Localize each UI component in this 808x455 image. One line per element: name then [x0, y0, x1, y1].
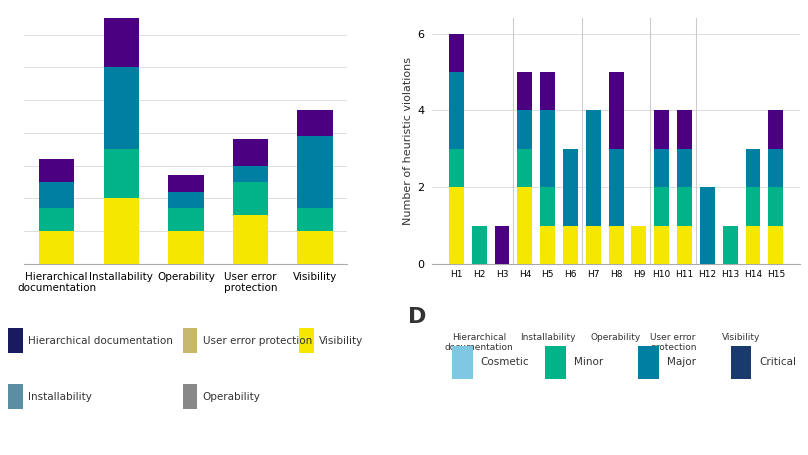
Bar	[168, 176, 204, 192]
Bar	[746, 226, 760, 264]
Bar	[746, 149, 760, 187]
Bar	[517, 110, 532, 149]
Bar	[746, 187, 760, 226]
Bar	[545, 346, 566, 379]
Bar	[632, 226, 646, 264]
Bar	[39, 208, 74, 231]
Bar	[768, 226, 783, 264]
Bar	[586, 110, 600, 226]
Bar	[183, 328, 197, 353]
Bar	[677, 226, 692, 264]
Bar	[103, 198, 139, 264]
Bar	[168, 208, 204, 231]
Bar	[608, 149, 624, 226]
Y-axis label: Number of heuristic violations: Number of heuristic violations	[403, 57, 414, 225]
Bar	[8, 328, 23, 353]
Bar	[654, 149, 669, 187]
Bar	[563, 226, 578, 264]
Text: Cosmetic: Cosmetic	[481, 357, 529, 367]
Bar	[638, 346, 659, 379]
Text: Major: Major	[667, 357, 696, 367]
Text: Operability: Operability	[591, 333, 642, 342]
Bar	[517, 149, 532, 187]
Bar	[297, 208, 333, 231]
Text: Visibility: Visibility	[722, 333, 761, 342]
Bar	[39, 159, 74, 182]
Bar	[103, 149, 139, 198]
Bar	[233, 215, 268, 264]
Bar	[297, 136, 333, 208]
Bar	[517, 72, 532, 110]
Bar	[517, 187, 532, 264]
Text: Hierarchical
documentation: Hierarchical documentation	[445, 333, 514, 352]
Bar	[297, 231, 333, 264]
Bar	[563, 149, 578, 226]
Bar	[541, 110, 555, 187]
Bar	[541, 187, 555, 226]
Bar	[541, 226, 555, 264]
Bar	[233, 166, 268, 182]
Bar	[449, 149, 464, 187]
Bar	[103, 2, 139, 67]
Bar	[608, 72, 624, 149]
Bar	[654, 226, 669, 264]
Bar	[233, 182, 268, 215]
Bar	[39, 182, 74, 208]
Text: User error
protection: User error protection	[650, 333, 696, 352]
Bar	[472, 226, 486, 264]
Text: Installability: Installability	[28, 392, 92, 402]
Bar	[654, 110, 669, 149]
Bar	[103, 67, 139, 149]
Bar	[768, 110, 783, 149]
Bar	[449, 72, 464, 149]
Bar	[654, 187, 669, 226]
Text: Visibility: Visibility	[319, 335, 364, 345]
Bar	[677, 187, 692, 226]
Bar	[677, 110, 692, 149]
Bar	[700, 187, 715, 264]
Bar	[677, 149, 692, 187]
Text: Operability: Operability	[203, 392, 260, 402]
Bar	[452, 346, 473, 379]
Bar	[233, 139, 268, 166]
Bar	[168, 231, 204, 264]
Bar	[39, 231, 74, 264]
Bar	[297, 110, 333, 136]
Bar	[299, 328, 314, 353]
Bar	[731, 346, 751, 379]
Bar	[768, 149, 783, 187]
Bar	[768, 187, 783, 226]
Bar	[586, 226, 600, 264]
Bar	[722, 226, 738, 264]
Bar	[168, 192, 204, 208]
Text: Minor: Minor	[574, 357, 603, 367]
Bar	[541, 72, 555, 110]
Bar	[608, 226, 624, 264]
Text: Installability: Installability	[520, 333, 575, 342]
Text: Critical: Critical	[760, 357, 797, 367]
Bar	[183, 384, 197, 410]
Text: D: D	[408, 308, 427, 328]
Bar	[8, 384, 23, 410]
Text: Hierarchical documentation: Hierarchical documentation	[28, 335, 173, 345]
Bar	[449, 187, 464, 264]
Bar	[494, 226, 510, 264]
Text: User error protection: User error protection	[203, 335, 312, 345]
Bar	[449, 34, 464, 72]
